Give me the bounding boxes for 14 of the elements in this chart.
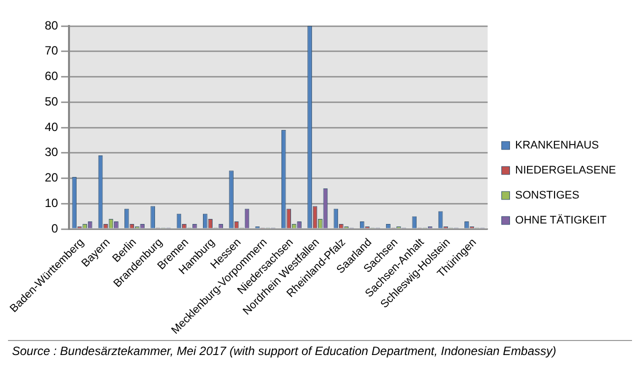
y-tick-label: 70 [44, 44, 58, 58]
legend-label: SONSTIGES [515, 190, 580, 202]
legend-label: KRANKENHAUS [515, 140, 599, 152]
y-tick-label: 80 [44, 18, 58, 32]
source-note: Source : Bundesärztekammer, Mei 2017 (with support of Education Department, Indonesian Embassy) [8, 340, 632, 361]
y-tick-label: 0 [51, 221, 58, 236]
legend-label: OHNE TÄTIGKEIT [515, 214, 607, 227]
y-tick-label: 30 [44, 145, 58, 160]
y-tick-label: 20 [44, 170, 58, 185]
y-tick-label: 50 [44, 94, 58, 108]
legend-label: NIEDERGELASENE [515, 164, 616, 177]
y-tick-label: 40 [44, 120, 58, 134]
y-tick-label: 10 [44, 196, 58, 210]
y-tick-label: 60 [44, 69, 58, 84]
